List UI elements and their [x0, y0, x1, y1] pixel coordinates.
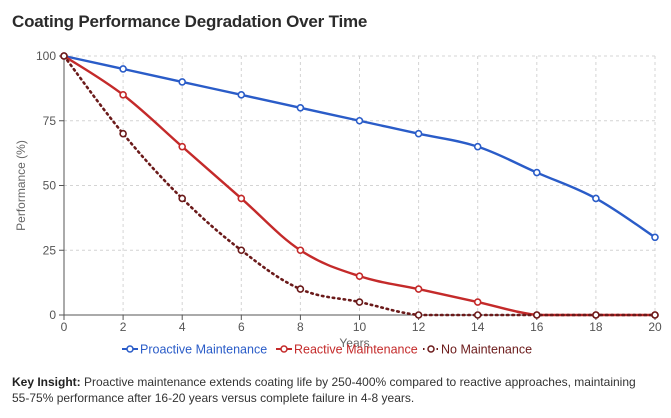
data-point [355, 116, 364, 125]
legend-item-proactive-maintenance[interactable]: Proactive Maintenance [122, 343, 267, 357]
data-point [119, 91, 127, 99]
x-tick-label: 6 [238, 320, 245, 334]
x-tick-label: 16 [530, 320, 544, 334]
data-point [592, 311, 600, 319]
series-no-maintenance [60, 52, 659, 319]
data-point [651, 233, 659, 242]
data-point [532, 311, 541, 319]
x-tick-label: 0 [61, 320, 68, 334]
data-point [178, 142, 186, 151]
legend-swatch-marker [126, 345, 134, 353]
y-tick-label: 75 [43, 114, 57, 128]
legend-swatch-marker [280, 345, 288, 353]
legend-label: Reactive Maintenance [294, 343, 418, 357]
legend-item-reactive-maintenance[interactable]: Reactive Maintenance [276, 343, 418, 357]
data-point [60, 52, 68, 60]
data-point [296, 285, 305, 293]
y-tick-label: 0 [49, 308, 56, 322]
key-insight-text: Proactive maintenance extends coating li… [12, 375, 636, 405]
x-tick-label: 10 [353, 320, 367, 334]
x-tick-label: 14 [471, 320, 485, 334]
series-line [62, 54, 657, 239]
legend-swatch-marker [427, 345, 435, 353]
x-tick-label: 20 [648, 320, 662, 334]
legend-label: Proactive Maintenance [140, 343, 267, 357]
key-insight-label: Key Insight: [12, 375, 81, 389]
x-tick-label: 4 [179, 320, 186, 334]
data-point [651, 311, 659, 319]
x-tick-label: 2 [120, 320, 127, 334]
x-axis-label: Years [339, 336, 369, 350]
data-point [414, 311, 423, 319]
series-lines [60, 52, 659, 319]
data-point [178, 78, 186, 86]
x-tick-label: 12 [412, 320, 426, 334]
legend[interactable]: Proactive Maintenance Reactive Maintenanc… [122, 343, 532, 357]
data-point [592, 194, 600, 203]
data-point [237, 194, 246, 203]
legend-label: No Maintenance [441, 343, 532, 357]
legend-item-no-maintenance[interactable]: No Maintenance [423, 343, 532, 357]
data-point [119, 129, 127, 138]
data-point [532, 168, 541, 177]
data-point [473, 298, 482, 306]
data-point [355, 272, 364, 280]
data-point [237, 246, 246, 255]
y-tick-label: 50 [43, 179, 57, 193]
performance-chart: 0 25 50 75 100 0 2 4 6 8 10 12 14 16 18 20 Performance (… [14, 49, 662, 357]
data-point [414, 129, 423, 138]
data-point [473, 142, 482, 151]
y-tick-label: 100 [36, 49, 56, 63]
data-point [414, 285, 423, 293]
y-axis-label: Performance (%) [14, 140, 28, 231]
key-insight: Key Insight: Proactive maintenance exten… [12, 374, 652, 406]
data-point [237, 91, 246, 99]
data-point [296, 246, 305, 255]
data-point [355, 298, 364, 306]
data-point [296, 104, 305, 112]
x-tick-label: 18 [589, 320, 603, 334]
y-tick-label: 25 [43, 243, 57, 257]
series-proactive-maintenance [60, 52, 659, 242]
axes: 0 25 50 75 100 0 2 4 6 8 10 12 14 16 18 20 Performance (… [14, 49, 662, 350]
data-point [119, 65, 127, 73]
x-tick-label: 8 [297, 320, 304, 334]
series-line [62, 54, 657, 317]
chart-title: Coating Performance Degradation Over Tim… [12, 12, 368, 31]
data-point [473, 311, 482, 319]
data-point [178, 194, 186, 203]
